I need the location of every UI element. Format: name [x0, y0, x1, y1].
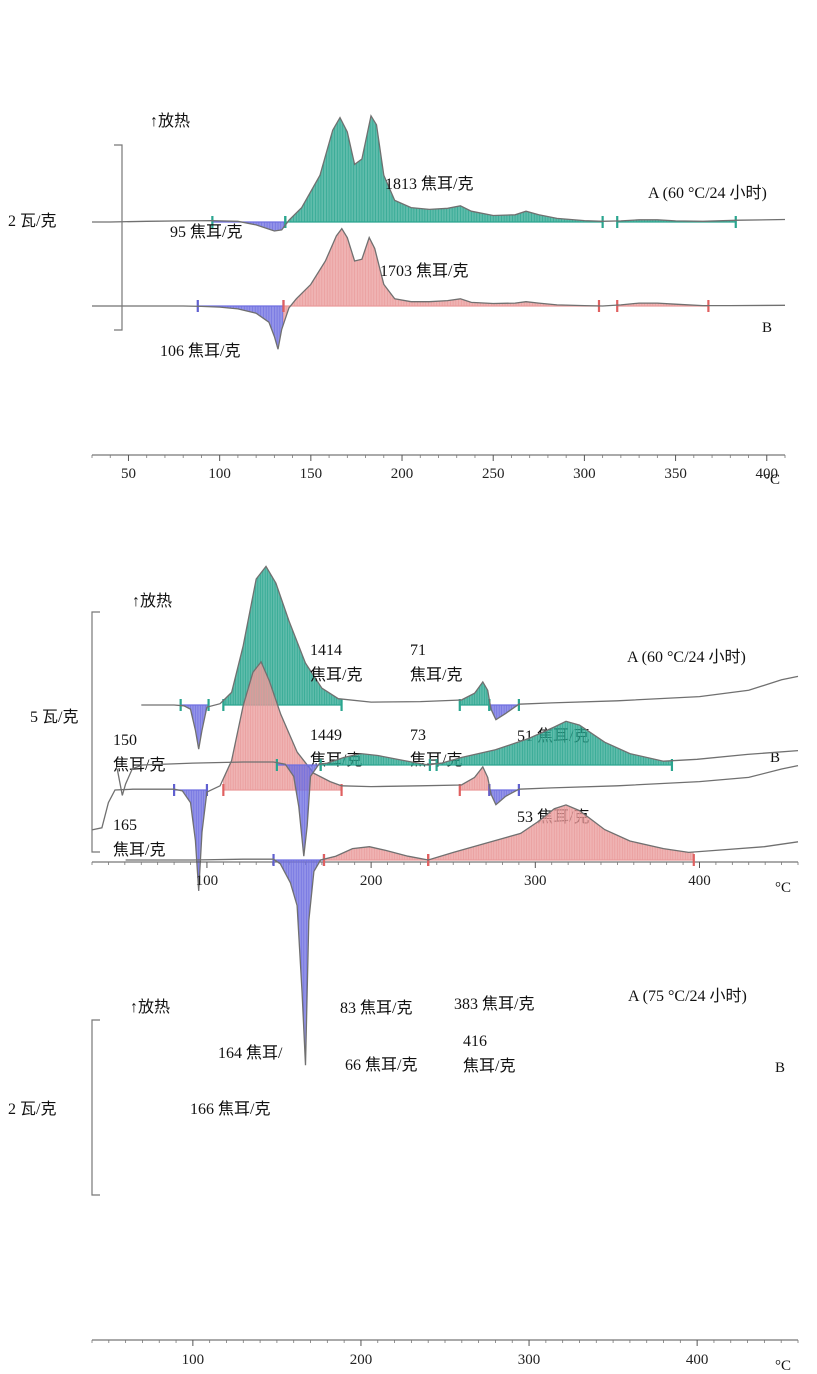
- p2-b-exo2-unit: 焦耳/克: [463, 1057, 515, 1075]
- p2-scale-label: 2 瓦/克: [8, 1100, 56, 1118]
- p1-a-exo2-value: 71: [410, 642, 426, 659]
- p1-s1-hatch-2: [459, 767, 490, 790]
- p2-series-a-name: A (75 °C/24 小时): [628, 987, 747, 1005]
- p2-tick-label-200: 200: [350, 1352, 373, 1368]
- p2-a-exo2-label: 383 焦耳/克: [454, 995, 534, 1013]
- p1-trace-a: [141, 565, 799, 750]
- p0-b-endo-label: 106 焦耳/克: [160, 342, 240, 360]
- p2-s0-fill-1: [320, 753, 430, 765]
- p0-tick-label-150: 150: [300, 466, 323, 482]
- p0-a-endo-label: 95 焦耳/克: [170, 223, 242, 241]
- p2-s0-hatch-0: [276, 762, 321, 849]
- p2-tick-label-400: 400: [686, 1352, 709, 1368]
- p0-tick-label-100: 100: [208, 466, 231, 482]
- panel-top: 50 100 150 200 250 300 350 400 2 瓦/克 ↑放热 A (60 …: [8, 112, 786, 488]
- p0-x-unit: °C: [764, 472, 780, 488]
- p0-series-b-name: B: [762, 320, 772, 336]
- p0-tick-label-400: 400: [756, 466, 779, 482]
- p0-tick-label-50: 50: [121, 466, 136, 482]
- p2-scale-bar: [91, 1019, 100, 1196]
- p2-traces: [116, 720, 799, 1066]
- p1-b-endo-unit: 焦耳/克: [113, 841, 165, 859]
- p1-tick-label-400: 400: [688, 873, 711, 889]
- p1-series-b-name: B: [770, 750, 780, 766]
- p1-series-a-name: A (60 °C/24 小时): [627, 648, 746, 666]
- p0-scale-bar: [114, 144, 123, 331]
- panel-bottom: 100 200 300 400 2 瓦/克 ↑放热 A (75 °C/24 小时) B…: [8, 720, 799, 1374]
- p2-s1-hatch-2: [430, 805, 694, 860]
- p2-b-exo-label: 66 焦耳/克: [345, 1056, 417, 1074]
- p0-trace-a: [92, 114, 786, 232]
- p2-series-b-name: B: [775, 1060, 785, 1076]
- p2-trace-a: [116, 720, 799, 857]
- p1-ticks: 100 200 300 400: [91, 862, 799, 889]
- p2-s1-fill-2: [428, 804, 694, 860]
- p1-a-exo2-unit: 焦耳/克: [410, 666, 462, 684]
- p1-tick-label-200: 200: [360, 873, 383, 889]
- p2-a-exo-label: 83 焦耳/克: [340, 999, 412, 1017]
- p2-s1-hatch-0: [273, 859, 325, 1030]
- p0-s1-hatch-1: [283, 229, 599, 324]
- p2-exo-label: ↑放热: [130, 998, 170, 1016]
- p1-b-endo-value: 165: [113, 817, 137, 834]
- p1-trace-b: [91, 660, 799, 891]
- p0-series-a-name: A (60 °C/24 小时): [648, 184, 767, 202]
- p0-scale-label: 2 瓦/克: [8, 212, 56, 230]
- p1-scale-label: 5 瓦/克: [30, 708, 78, 726]
- p1-scale-bar: [91, 611, 100, 853]
- p1-x-unit: °C: [775, 880, 791, 896]
- p2-ticks: 100 200 300 400: [91, 1340, 799, 1368]
- p2-tick-label-300: 300: [518, 1352, 541, 1368]
- p1-fills: [172, 566, 520, 891]
- p1-b-exo-value: 1449: [310, 727, 342, 744]
- p2-tick-label-100: 100: [182, 1352, 205, 1368]
- p2-fills: [272, 721, 695, 1066]
- p2-b-exo2-value: 416: [463, 1033, 487, 1050]
- p1-exo-label: ↑放热: [132, 592, 172, 610]
- p2-s0-hatch-1: [320, 753, 430, 765]
- p0-traces: [92, 114, 786, 350]
- p0-tick-label-200: 200: [391, 466, 414, 482]
- p0-fills: [196, 115, 737, 350]
- p0-trace-b: [92, 227, 786, 350]
- p0-ticks: 50 100 150 200 250 300 350 400: [91, 455, 786, 482]
- p1-a-endo-value: 150: [113, 732, 137, 749]
- p0-b-exo-label: 1703 焦耳/克: [380, 262, 468, 280]
- p1-tick-label-100: 100: [196, 873, 219, 889]
- p0-tick-label-350: 350: [664, 466, 687, 482]
- p1-traces: [91, 565, 799, 891]
- p0-s1-fill-1: [283, 228, 599, 324]
- p1-a-exo-unit: 焦耳/克: [310, 666, 362, 684]
- p0-exo-label: ↑放热: [150, 112, 190, 130]
- p1-s0-hatch-1: [222, 567, 342, 705]
- p0-tick-label-300: 300: [573, 466, 596, 482]
- p1-s0-fill-0: [180, 705, 209, 750]
- panel-middle: 100 200 300 400 5 瓦/克 ↑放热 A (60 °C/24 小时) B…: [30, 565, 799, 896]
- p2-a-endo-label: 164 焦耳/: [218, 1044, 283, 1062]
- p2-x-unit: °C: [775, 1358, 791, 1374]
- p1-tick-label-300: 300: [524, 873, 547, 889]
- p2-s0-hatch-2: [436, 721, 672, 765]
- p2-b-endo-label: 166 焦耳/克: [190, 1100, 270, 1118]
- p2-s1-hatch-1: [323, 846, 428, 860]
- p1-a-endo-unit: 焦耳/克: [113, 756, 165, 774]
- p0-tick-label-250: 250: [482, 466, 505, 482]
- p1-a-exo-value: 1414: [310, 642, 342, 659]
- p2-trace-b: [125, 804, 799, 1066]
- p0-a-exo-label: 1813 焦耳/克: [385, 175, 473, 193]
- p1-b-exo2-value: 73: [410, 727, 426, 744]
